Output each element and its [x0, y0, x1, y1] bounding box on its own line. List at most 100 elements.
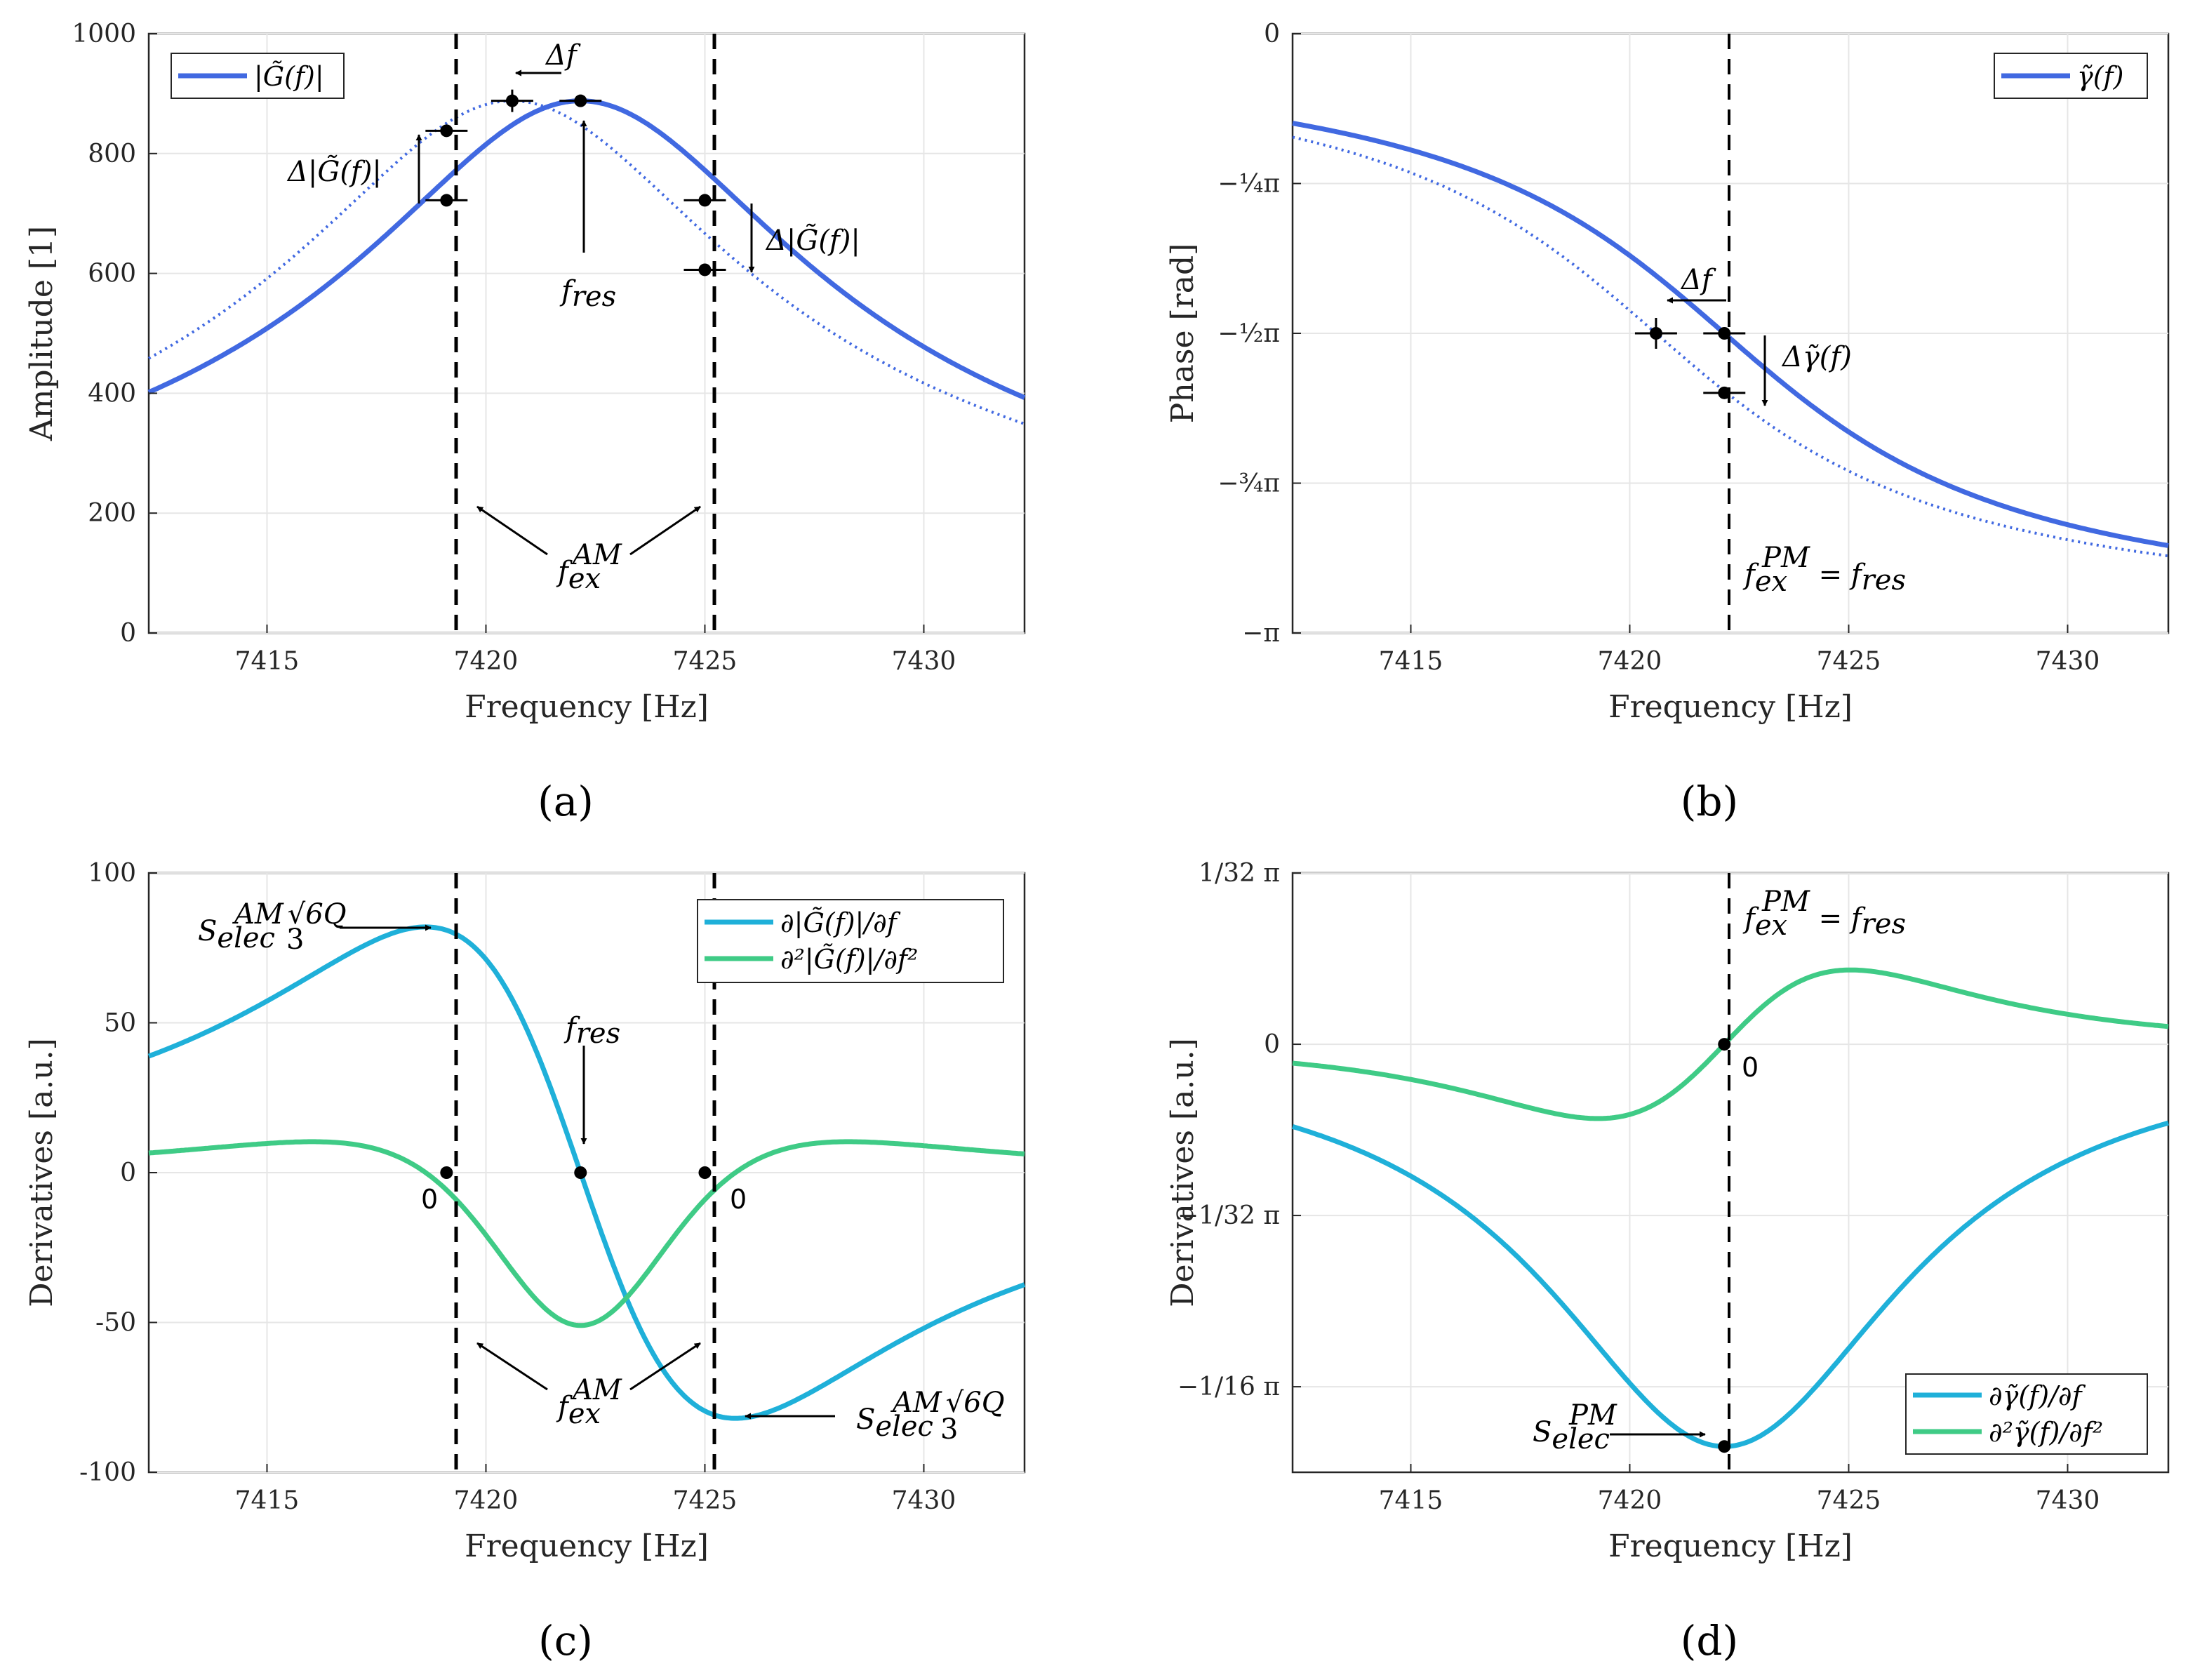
xtick-label-c-1: 7420 — [454, 1486, 519, 1515]
xtick-label-c-3: 7430 — [892, 1486, 956, 1515]
ytick-label-d-2: −1/32 π — [1177, 1201, 1280, 1230]
xtick-label-b-1: 7420 — [1598, 647, 1662, 676]
panel-label-d: (d) — [1681, 1617, 1738, 1665]
ticks-a: 7415 7420 7425 7430 0 200 400 600 800 1000 — [72, 20, 956, 676]
label-delta-g-left: Δ|G̃(f)| — [286, 155, 382, 188]
ylabel-c: Derivatives [a.u.] — [24, 1038, 60, 1307]
arrow-fex-left-c — [476, 1342, 548, 1391]
marker-a-4 — [698, 194, 712, 207]
ytick-label-b-4: −π — [1242, 619, 1280, 648]
xlabel-a: Frequency [Hz] — [465, 689, 709, 725]
legend-d — [1905, 1373, 2148, 1455]
ytick-label-a-0: 0 — [120, 619, 136, 648]
label-fres-a: fres — [559, 275, 616, 313]
xtick-label-a-0: 7415 — [235, 647, 300, 676]
plot-area-a — [147, 32, 1026, 634]
marker-c-0 — [440, 1166, 453, 1179]
markers-d — [1718, 1038, 1731, 1453]
panel-amplitude: Δf Δ|G̃(f)| Δ|G̃(f)| fres fexAM |G̃(f)| … — [24, 20, 1026, 825]
marker-a-0 — [440, 194, 453, 207]
series-a-1 — [147, 99, 1025, 425]
label-delta-g-right: Δ|G̃(f)| — [765, 224, 860, 257]
ytick-label-d-1: 0 — [1264, 1030, 1280, 1059]
ytick-label-d-3: −1/16 π — [1177, 1373, 1280, 1401]
label-s-elec-left: SelecAM √6Q — [198, 898, 347, 954]
label-fex-pm-d: fexPM = fres — [1742, 886, 1906, 942]
label-s-elec-right: SelecAM √6Q — [856, 1387, 1005, 1443]
xtick-label-d-0: 7415 — [1379, 1486, 1443, 1515]
ytick-label-d-0: 1/32 π — [1199, 859, 1280, 888]
label-delta-f-b: Δf — [1680, 264, 1716, 296]
ylabel-d: Derivatives [a.u.] — [1165, 1038, 1201, 1307]
xlabel-b: Frequency [Hz] — [1608, 689, 1853, 725]
ytick-label-c-3: 50 — [104, 1009, 136, 1038]
legend-label-d-1: ∂γ̃(f)/∂f — [1989, 1380, 2086, 1411]
label-zero-d: 0 — [1742, 1052, 1759, 1083]
legend-label-c-2: ∂²|G̃(f)|/∂f² — [780, 944, 918, 975]
xtick-label-d-3: 7430 — [2036, 1486, 2100, 1515]
ytick-label-b-0: 0 — [1264, 20, 1280, 48]
xtick-label-b-2: 7425 — [1817, 647, 1881, 676]
label-zero-right-c: 0 — [730, 1184, 747, 1215]
markers-b — [1634, 318, 1746, 399]
xlabel-c: Frequency [Hz] — [465, 1528, 709, 1564]
panel-amplitude-derivatives: SelecAM √6Q 3 fres 0 0 fexAM SelecAM √6Q 3… — [24, 859, 1026, 1665]
label-zero-left-c: 0 — [421, 1184, 438, 1215]
marker-c-2 — [698, 1166, 712, 1179]
marker-b-1 — [1718, 327, 1731, 340]
panel-phase: Δf Δγ̃(f) fexPM = fres γ̃(f) 7415 7420 742… — [1165, 20, 2170, 825]
markers-c — [440, 1166, 712, 1179]
label-delta-f-a: Δf — [545, 39, 581, 72]
panel-label-b: (b) — [1681, 778, 1738, 825]
panel-label-c: (c) — [538, 1617, 593, 1665]
xtick-label-b-3: 7430 — [2036, 647, 2100, 676]
marker-c-1 — [574, 1166, 587, 1179]
label-fex-c: fexAM — [556, 1374, 622, 1430]
arrow-fex-right-c — [629, 1342, 701, 1391]
label-fex-pm-b: fexPM = fres — [1742, 542, 1906, 598]
ytick-label-c-1: -50 — [95, 1309, 136, 1338]
markers-a — [425, 89, 726, 276]
marker-a-3 — [574, 94, 587, 107]
xtick-label-d-1: 7420 — [1598, 1486, 1662, 1515]
ytick-label-a-4: 800 — [88, 140, 136, 168]
ticks-d: 7415 7420 7425 7430 1/32 π 0 −1/32 π −1/16 π — [1177, 859, 2100, 1515]
marker-a-1 — [440, 124, 453, 138]
label-fres-c: fres — [563, 1012, 620, 1050]
ylabel-a: Amplitude [1] — [24, 226, 60, 441]
ytick-label-a-3: 600 — [88, 260, 136, 288]
xtick-label-d-2: 7425 — [1817, 1486, 1881, 1515]
xtick-label-c-2: 7425 — [673, 1486, 738, 1515]
ytick-label-c-2: 0 — [120, 1159, 136, 1187]
arrow-fex-left-a — [476, 505, 548, 556]
ticks-b: 7415 7420 7425 7430 0 −¼π −½π −¾π −π — [1217, 20, 2100, 676]
marker-d-1 — [1718, 1440, 1731, 1453]
ytick-label-b-2: −½π — [1217, 319, 1280, 348]
plot-area-d — [1291, 872, 2170, 1474]
ytick-label-a-5: 1000 — [72, 20, 136, 48]
label-s-elec-right-den: 3 — [940, 1413, 958, 1446]
label-s-elec-left-den: 3 — [286, 924, 304, 956]
gridlines-a — [149, 33, 1025, 634]
panel-phase-derivatives: fexPM = fres 0 SelecPM ∂γ̃(f)/∂f ∂²γ̃(f)… — [1165, 859, 2170, 1665]
series-c-0 — [147, 924, 1026, 1421]
legend-c — [697, 899, 1004, 983]
arrow-fex-right-a — [629, 505, 701, 556]
ytick-label-a-2: 400 — [88, 379, 136, 408]
xtick-label-a-3: 7430 — [892, 647, 956, 676]
legend-label-c-1: ∂|G̃(f)|/∂f — [780, 907, 901, 938]
series-c-1 — [148, 1139, 1025, 1328]
series-b-1 — [1292, 135, 2169, 558]
xtick-label-b-0: 7415 — [1379, 647, 1443, 676]
ytick-label-c-4: 100 — [88, 859, 136, 888]
ytick-label-c-0: -100 — [79, 1458, 136, 1487]
marker-b-2 — [1718, 386, 1731, 399]
xtick-label-a-1: 7420 — [454, 647, 519, 676]
label-s-elec-pm: SelecPM — [1533, 1399, 1617, 1455]
ytick-label-b-3: −¾π — [1217, 469, 1280, 498]
legend-label-d-2: ∂²γ̃(f)/∂f² — [1989, 1417, 2103, 1448]
label-delta-gamma: Δγ̃(f) — [1781, 341, 1852, 373]
xlabel-d: Frequency [Hz] — [1608, 1528, 1853, 1564]
marker-a-5 — [698, 263, 712, 276]
